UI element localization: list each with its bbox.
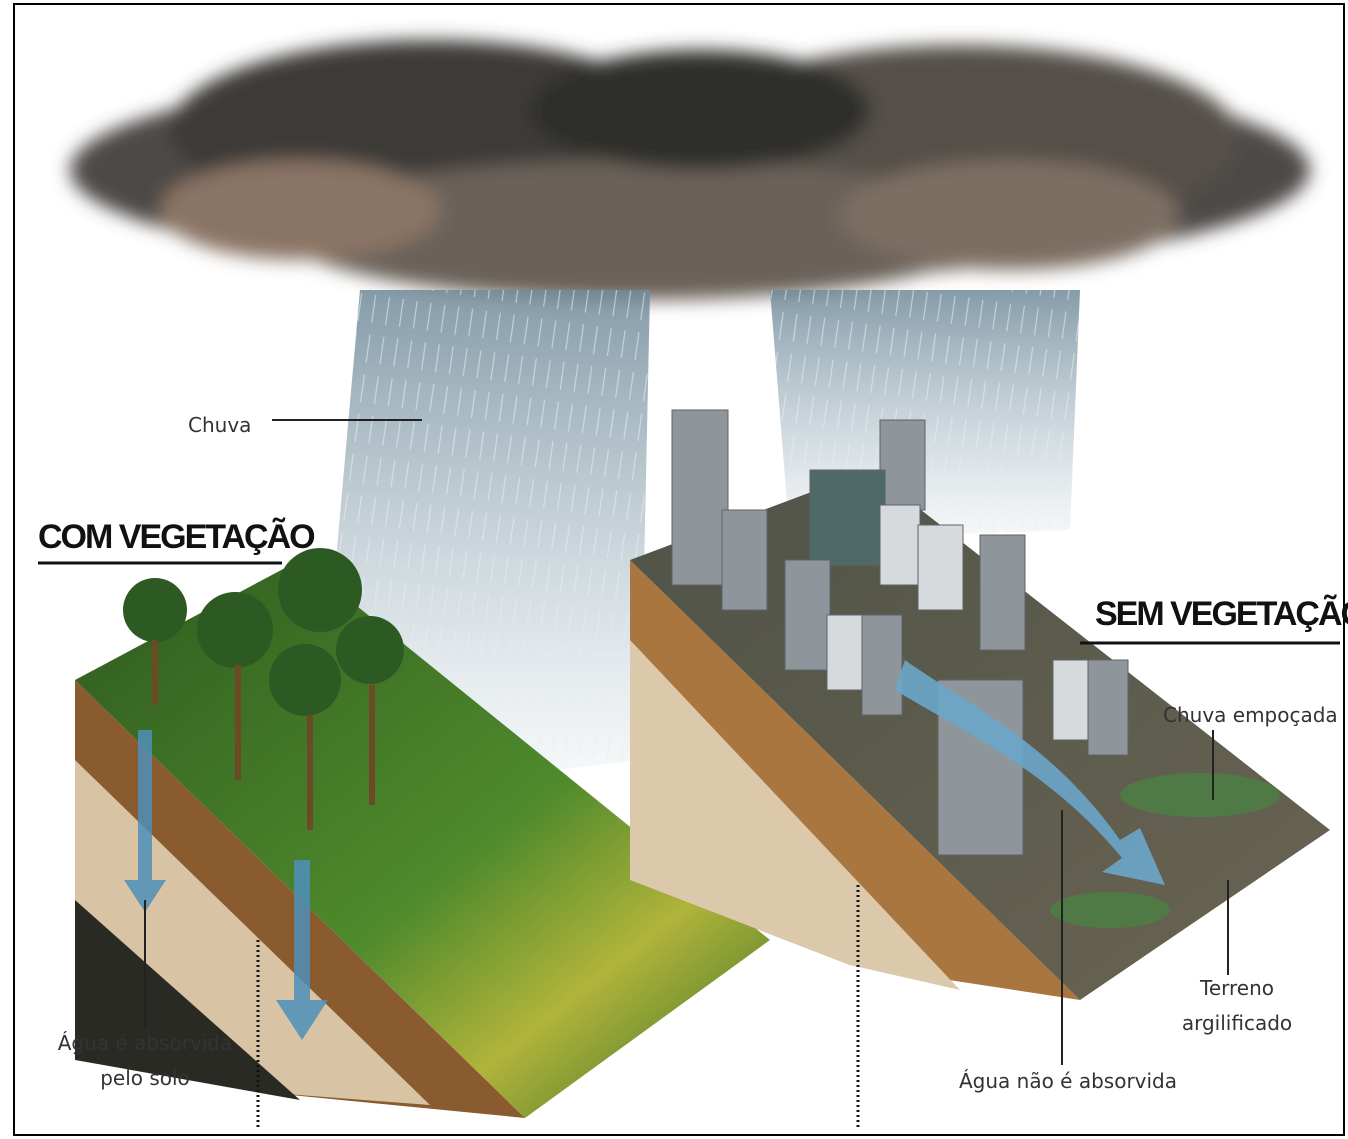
rain-label: Chuva (188, 413, 251, 437)
heading-with-vegetation: COM VEGETAÇÃO (38, 518, 315, 556)
absorbed-label: Água é absorvida (58, 1031, 233, 1055)
page: Com e sem vegetação html, body { margin:… (0, 0, 1348, 1139)
not-absorbed-label: Água não é absorvida (959, 1069, 1177, 1093)
heading-without-vegetation: SEM VEGETAÇÃO (1095, 595, 1348, 633)
body: {"labels": { "rain": "Chuva", "with_vege… (0, 0, 1348, 1139)
clay-terrain-label: argilificado (1182, 1011, 1292, 1035)
diagram: Chuva COM VEGETAÇÃO SEM VEGETAÇÃO Chuva … (0, 0, 1348, 1139)
pooled-rain-label: Chuva empoçada (1163, 703, 1338, 727)
clay-terrain-label: Terreno (1199, 976, 1274, 1000)
absorbed-label: pelo solo (100, 1066, 190, 1090)
